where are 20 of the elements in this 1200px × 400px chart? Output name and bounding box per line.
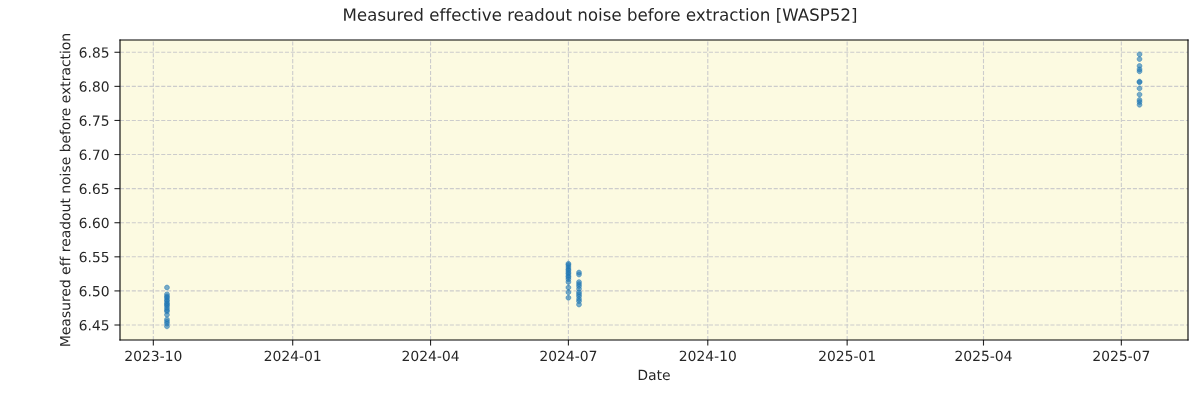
x-tick-label: 2024-07 <box>540 350 597 362</box>
y-axis-title: Measured eff readout noise before extraction <box>59 34 71 346</box>
y-tick-label: 6.70 <box>79 149 109 161</box>
x-tick-label: 2024-01 <box>264 350 321 362</box>
y-tick-label: 6.85 <box>79 47 109 58</box>
y-tick-label: 6.65 <box>79 183 109 195</box>
y-tick-label: 6.50 <box>79 285 109 297</box>
x-axis-title: Date <box>638 369 670 381</box>
x-tick-label: 2025-04 <box>955 350 1012 362</box>
y-tick-label: 6.75 <box>79 115 109 126</box>
y-tick-label: 6.45 <box>79 319 109 331</box>
x-tick-label: 2024-10 <box>679 350 736 362</box>
x-tick-label: 2025-07 <box>1093 350 1150 362</box>
x-tick-label: 2024-04 <box>402 350 459 362</box>
y-tick-label: 6.60 <box>79 217 109 229</box>
chart-title: Measured effective readout noise before extraction [WASP52] <box>344 8 857 23</box>
y-tick-label: 6.80 <box>79 81 109 92</box>
x-tick-label: 2025-01 <box>819 350 875 362</box>
x-tick-label: 2023-10 <box>125 350 182 362</box>
y-tick-label: 6.55 <box>79 251 109 263</box>
